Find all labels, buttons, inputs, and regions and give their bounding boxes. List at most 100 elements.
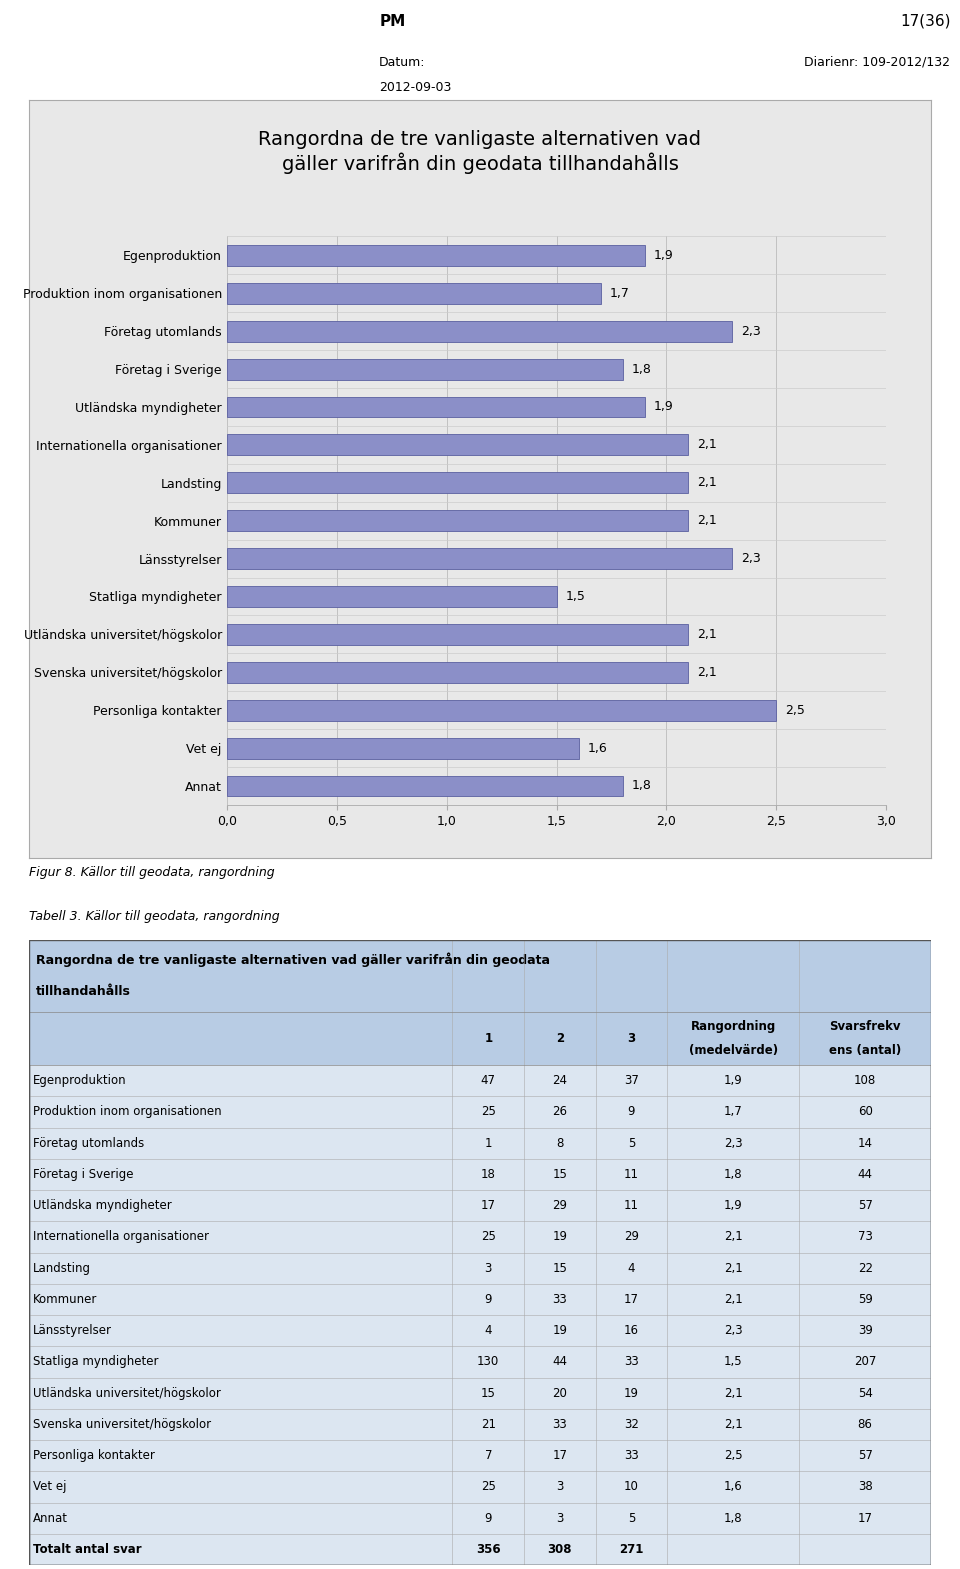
Text: 37: 37 xyxy=(624,1075,638,1087)
Text: 73: 73 xyxy=(857,1230,873,1243)
Text: 1,7: 1,7 xyxy=(724,1106,742,1119)
Text: 1,8: 1,8 xyxy=(724,1511,742,1525)
Text: 44: 44 xyxy=(552,1356,567,1368)
Text: 1,9: 1,9 xyxy=(724,1075,742,1087)
Text: Personliga kontakter: Personliga kontakter xyxy=(34,1450,156,1462)
Text: 130: 130 xyxy=(477,1356,499,1368)
Text: 25: 25 xyxy=(481,1481,495,1494)
Text: 207: 207 xyxy=(854,1356,876,1368)
Text: 2,1: 2,1 xyxy=(724,1418,742,1431)
Text: 17: 17 xyxy=(857,1511,873,1525)
Text: 271: 271 xyxy=(619,1542,643,1556)
Text: 2,1: 2,1 xyxy=(724,1261,742,1274)
Text: 1: 1 xyxy=(485,1136,492,1150)
Text: 1,5: 1,5 xyxy=(565,590,586,602)
Bar xyxy=(228,282,601,304)
Text: Svarsfrekv: Svarsfrekv xyxy=(829,1020,900,1034)
Bar xyxy=(228,435,688,455)
Text: 33: 33 xyxy=(552,1418,567,1431)
Bar xyxy=(228,245,644,265)
Text: 19: 19 xyxy=(624,1387,638,1400)
Text: 1,9: 1,9 xyxy=(654,400,673,414)
Text: 17: 17 xyxy=(552,1450,567,1462)
Text: 2,5: 2,5 xyxy=(724,1450,742,1462)
Text: 108: 108 xyxy=(854,1075,876,1087)
Bar xyxy=(228,700,777,720)
Text: 1,5: 1,5 xyxy=(724,1356,742,1368)
Bar xyxy=(29,940,931,1012)
Text: 32: 32 xyxy=(624,1418,638,1431)
Text: 15: 15 xyxy=(481,1387,495,1400)
Text: 29: 29 xyxy=(552,1199,567,1213)
Text: Internationella organisationer: Internationella organisationer xyxy=(34,1230,209,1243)
Text: 11: 11 xyxy=(624,1199,638,1213)
Text: 9: 9 xyxy=(485,1511,492,1525)
Text: 17: 17 xyxy=(624,1293,638,1305)
Text: 86: 86 xyxy=(857,1418,873,1431)
Text: 33: 33 xyxy=(624,1450,638,1462)
Text: 3: 3 xyxy=(556,1481,564,1494)
Text: Rangordna de tre vanligaste alternativen vad gäller varifrån din geodata: Rangordna de tre vanligaste alternativen… xyxy=(36,952,550,968)
Text: 21: 21 xyxy=(481,1418,495,1431)
Text: Annat: Annat xyxy=(34,1511,68,1525)
Text: 11: 11 xyxy=(624,1167,638,1181)
Text: 2,1: 2,1 xyxy=(697,515,717,527)
Text: Tabell 3. Källor till geodata, rangordning: Tabell 3. Källor till geodata, rangordni… xyxy=(29,910,279,923)
Text: 1,9: 1,9 xyxy=(654,249,673,262)
Text: 44: 44 xyxy=(857,1167,873,1181)
Text: 9: 9 xyxy=(485,1293,492,1305)
Text: Datum:: Datum: xyxy=(379,56,425,69)
Text: 33: 33 xyxy=(552,1293,567,1305)
Text: 2,3: 2,3 xyxy=(741,552,761,565)
Text: Totalt antal svar: Totalt antal svar xyxy=(34,1542,142,1556)
Bar xyxy=(228,775,623,797)
Text: Svenska universitet/högskolor: Svenska universitet/högskolor xyxy=(34,1418,211,1431)
Text: Figur 8. Källor till geodata, rangordning: Figur 8. Källor till geodata, rangordnin… xyxy=(29,866,275,879)
Text: 2,1: 2,1 xyxy=(697,438,717,452)
Text: Företag utomlands: Företag utomlands xyxy=(34,1136,145,1150)
Text: 25: 25 xyxy=(481,1106,495,1119)
Text: 2,1: 2,1 xyxy=(697,665,717,679)
Text: 3: 3 xyxy=(627,1032,636,1045)
Text: 8: 8 xyxy=(556,1136,564,1150)
Text: Egenproduktion: Egenproduktion xyxy=(34,1075,127,1087)
Text: Rangordning: Rangordning xyxy=(690,1020,776,1034)
Text: 25: 25 xyxy=(481,1230,495,1243)
Bar xyxy=(228,510,688,532)
Text: 1,8: 1,8 xyxy=(724,1167,742,1181)
Bar xyxy=(228,472,688,493)
Text: 2,3: 2,3 xyxy=(724,1136,742,1150)
Text: 29: 29 xyxy=(624,1230,638,1243)
Text: 33: 33 xyxy=(624,1356,638,1368)
Text: 20: 20 xyxy=(552,1387,567,1400)
Text: 1,8: 1,8 xyxy=(632,362,651,375)
Bar xyxy=(228,359,623,380)
Text: 9: 9 xyxy=(628,1106,636,1119)
Text: 2,3: 2,3 xyxy=(724,1324,742,1337)
Text: 1: 1 xyxy=(484,1032,492,1045)
Text: Diarienr: 109-2012/132: Diarienr: 109-2012/132 xyxy=(804,56,950,69)
Text: Kommuner: Kommuner xyxy=(34,1293,98,1305)
Text: 7: 7 xyxy=(485,1450,492,1462)
Text: Landsting: Landsting xyxy=(34,1261,91,1274)
Text: Utländska universitet/högskolor: Utländska universitet/högskolor xyxy=(34,1387,221,1400)
Text: 1,8: 1,8 xyxy=(632,780,651,792)
Text: 15: 15 xyxy=(552,1261,567,1274)
Text: 2,1: 2,1 xyxy=(724,1293,742,1305)
Text: Produktion inom organisationen: Produktion inom organisationen xyxy=(34,1106,222,1119)
Text: 1,9: 1,9 xyxy=(724,1199,742,1213)
Text: 5: 5 xyxy=(628,1511,635,1525)
Text: 4: 4 xyxy=(485,1324,492,1337)
Text: 2,5: 2,5 xyxy=(785,703,804,717)
Text: 47: 47 xyxy=(481,1075,495,1087)
Text: 19: 19 xyxy=(552,1230,567,1243)
Text: 38: 38 xyxy=(858,1481,873,1494)
Text: 17: 17 xyxy=(481,1199,495,1213)
Text: Rangordna de tre vanligaste alternativen vad
gäller varifrån din geodata tillhan: Rangordna de tre vanligaste alternativen… xyxy=(258,130,702,174)
Bar xyxy=(228,397,644,417)
Text: 14: 14 xyxy=(857,1136,873,1150)
Text: Länsstyrelser: Länsstyrelser xyxy=(34,1324,112,1337)
Text: 18: 18 xyxy=(481,1167,495,1181)
Text: 57: 57 xyxy=(857,1450,873,1462)
Text: Utländska myndigheter: Utländska myndigheter xyxy=(34,1199,172,1213)
